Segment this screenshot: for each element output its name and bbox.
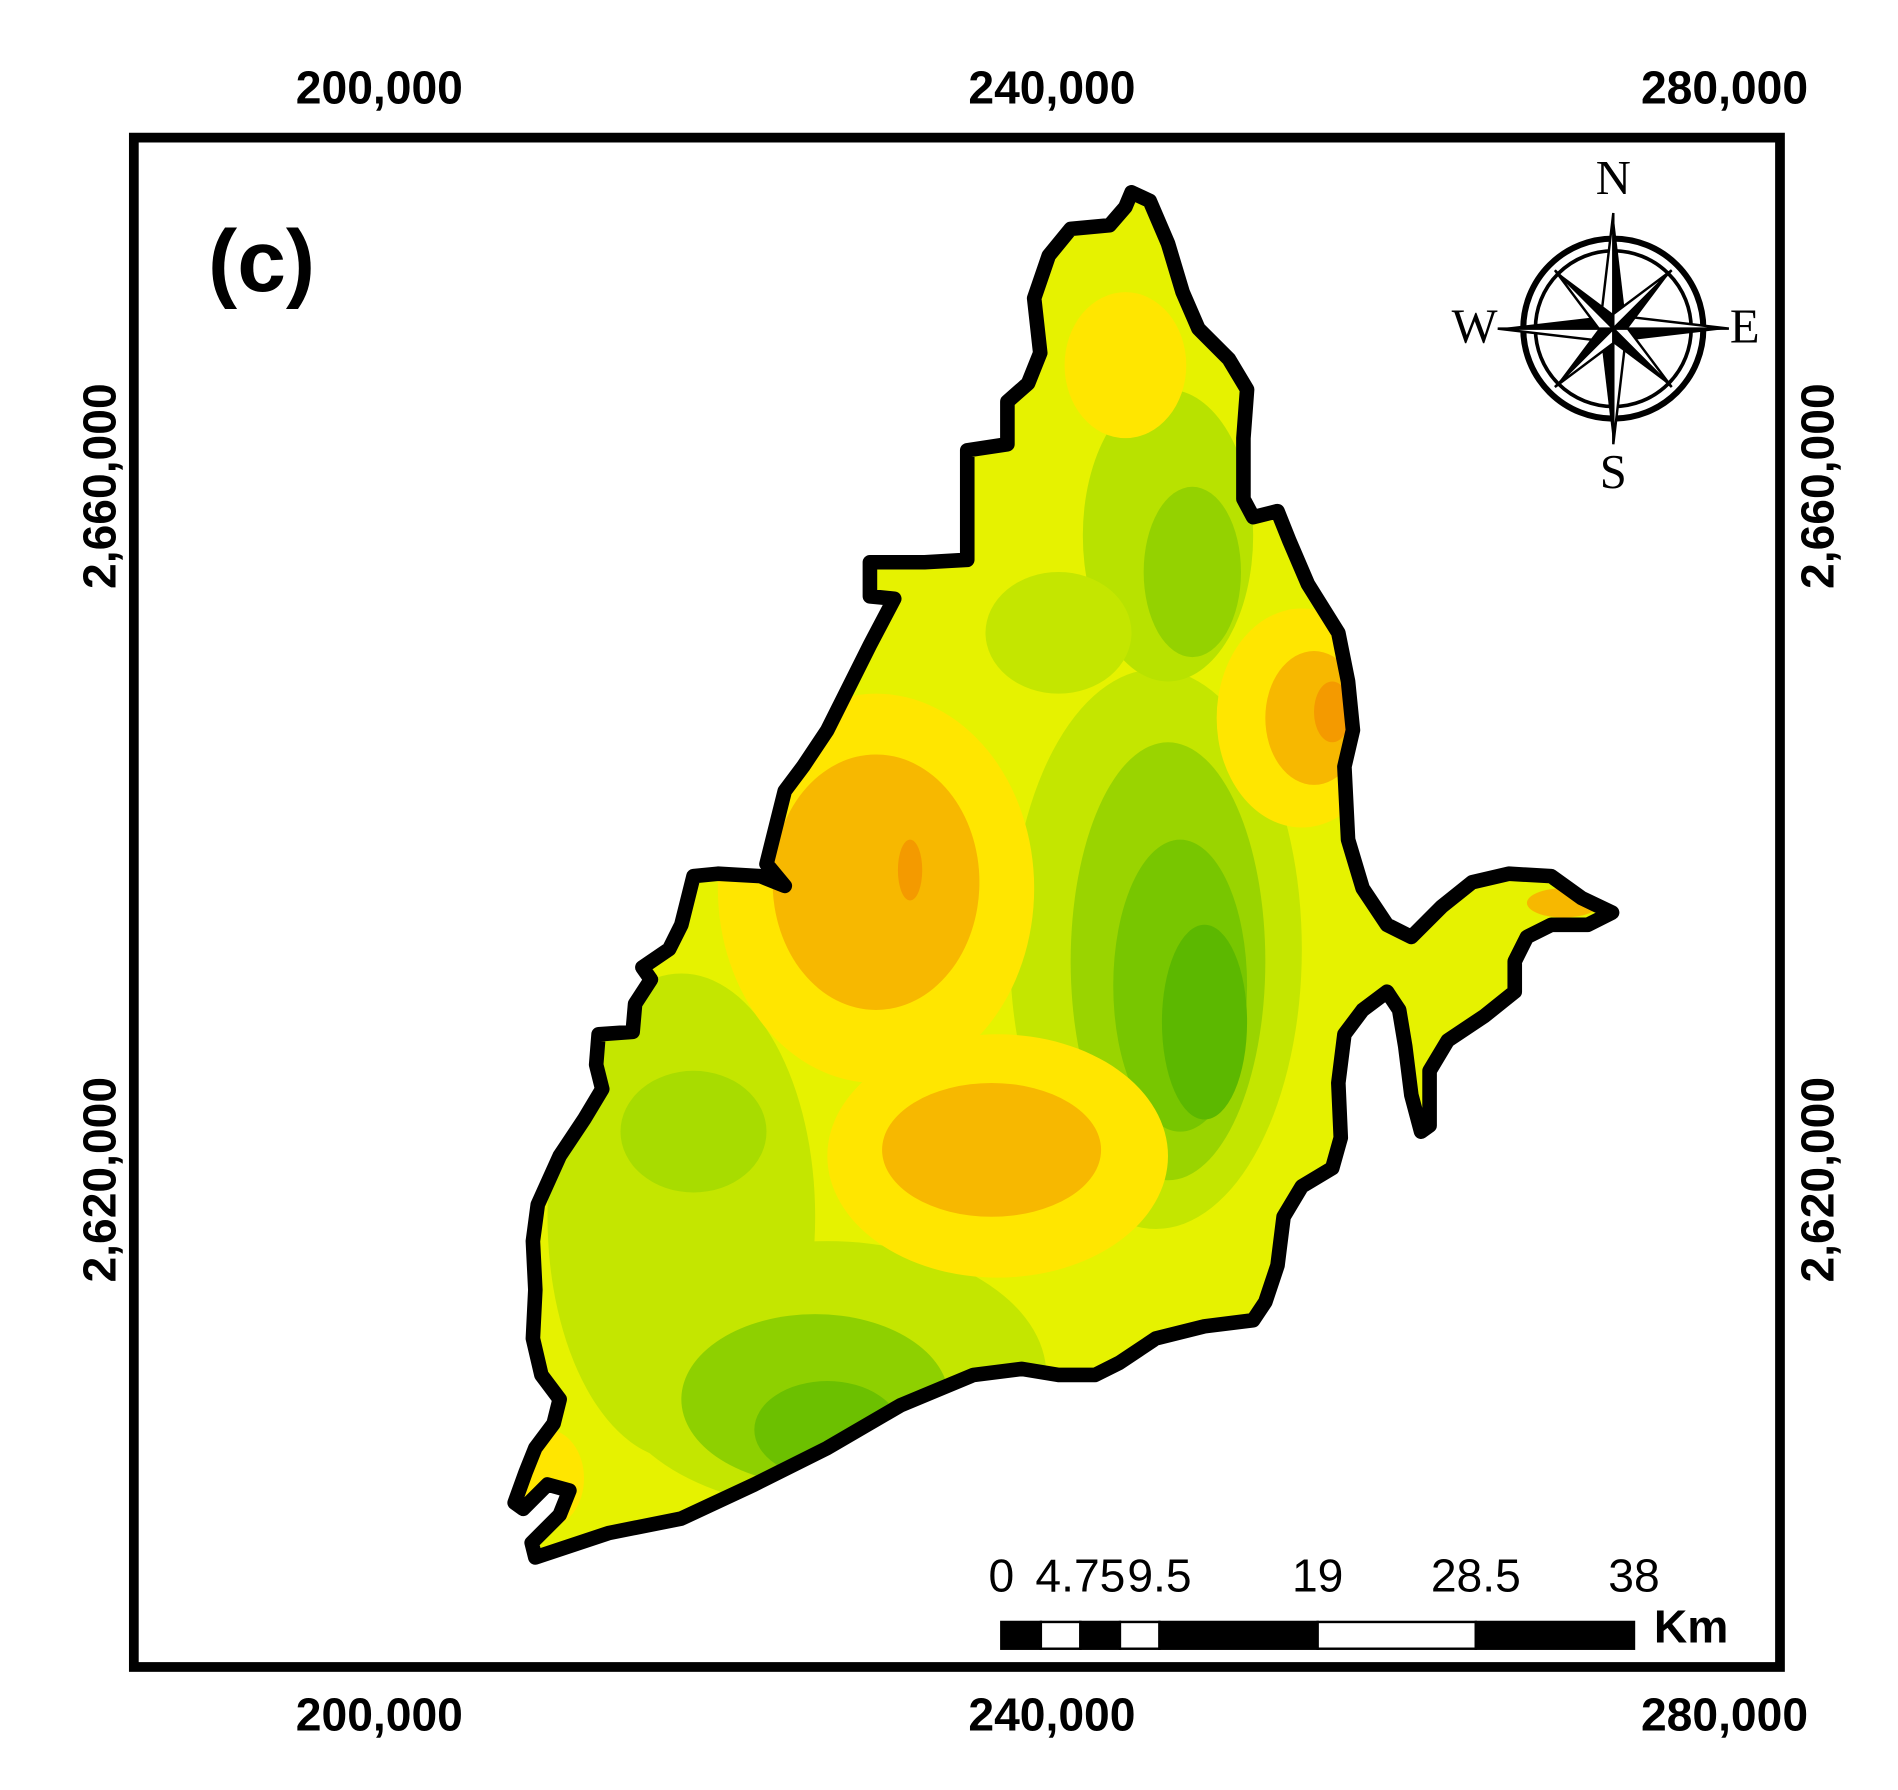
scale-label: 9.5 [1127, 1550, 1191, 1602]
compass-rose: N S E W [1452, 151, 1760, 499]
y-tick-label-right: 2,660,000 [1792, 383, 1844, 589]
x-tick-label-bottom: 280,000 [1641, 1688, 1808, 1740]
scale-label: 19 [1292, 1550, 1343, 1602]
compass-n: N [1596, 151, 1631, 205]
scale-segment [1000, 1620, 1043, 1650]
x-tick-label-bottom: 240,000 [968, 1688, 1135, 1740]
scale-segment [1079, 1620, 1122, 1650]
panel-label: (c) [208, 212, 315, 310]
compass-w: W [1452, 299, 1498, 353]
compass-s: S [1600, 445, 1627, 499]
x-tick-label-top: 200,000 [296, 62, 463, 114]
y-tick-label-right: 2,620,000 [1792, 1077, 1844, 1283]
y-tick-label-left: 2,620,000 [74, 1077, 126, 1283]
compass-e: E [1730, 299, 1760, 353]
scale-segment [1158, 1620, 1319, 1650]
scale-segment [1316, 1620, 1478, 1650]
x-tick-label-bottom: 200,000 [296, 1688, 463, 1740]
x-tick-label-top: 240,000 [968, 62, 1135, 114]
scale-segment [1474, 1620, 1636, 1650]
y-tick-label-left: 2,660,000 [74, 383, 126, 589]
scale-label: 4.75 [1035, 1550, 1125, 1602]
scale-segment [1118, 1620, 1161, 1650]
x-tick-label-top: 280,000 [1641, 62, 1808, 114]
scale-label: 0 [988, 1550, 1014, 1602]
scale-unit: Km [1654, 1601, 1728, 1653]
scale-label: 38 [1608, 1550, 1659, 1602]
scale-segment [1039, 1620, 1082, 1650]
scale-label: 28.5 [1431, 1550, 1521, 1602]
